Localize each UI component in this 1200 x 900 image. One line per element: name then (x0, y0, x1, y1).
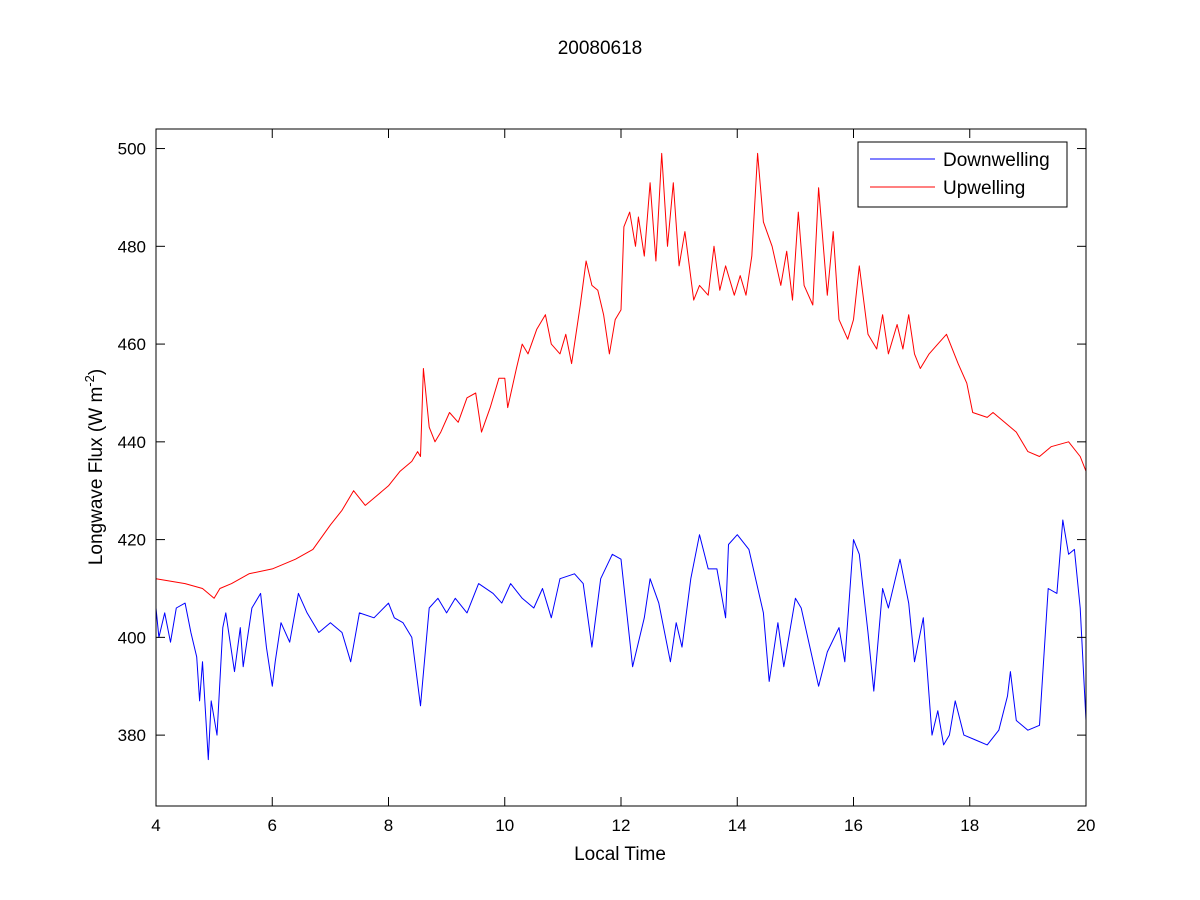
x-tick-label: 12 (612, 816, 631, 835)
x-tick-label: 16 (844, 816, 863, 835)
y-tick-label: 460 (118, 335, 146, 354)
y-tick-label: 440 (118, 433, 146, 452)
x-tick-label: 6 (268, 816, 277, 835)
x-tick-label: 10 (495, 816, 514, 835)
x-tick-label: 4 (151, 816, 160, 835)
y-tick-label: 400 (118, 628, 146, 647)
x-axis-label: Local Time (574, 844, 666, 865)
legend-label-downwelling: Downwelling (943, 150, 1050, 171)
series-line-downwelling (155, 519, 1087, 761)
legend-label-upwelling: Upwelling (943, 178, 1025, 199)
y-axis-label: Longwave Flux (W m-2) (82, 369, 107, 565)
x-tick-label: 8 (384, 816, 393, 835)
x-tick-label: 18 (960, 816, 979, 835)
y-axis-label-main: Longwave Flux (W m (86, 387, 107, 565)
series-line-upwelling (155, 152, 1087, 599)
y-axis-label-superscript: -2 (82, 375, 97, 387)
y-tick-label: 500 (118, 140, 146, 159)
y-tick-label: 380 (118, 726, 146, 745)
ticks-layer: 4 6 8 10 12 14 16 18 20 380 400 420 440 460 480 500 (118, 129, 1096, 835)
chart-title: 20080618 (558, 38, 643, 59)
legend: Downwelling Upwelling (857, 141, 1068, 208)
y-tick-label: 480 (118, 237, 146, 256)
plot-frame (155, 128, 1087, 807)
series-layer (155, 152, 1087, 761)
x-tick-label: 14 (728, 816, 747, 835)
x-tick-label: 20 (1077, 816, 1096, 835)
y-tick-label: 420 (118, 531, 146, 550)
y-axis-label-close: ) (86, 369, 107, 375)
legend-box (857, 141, 1068, 208)
